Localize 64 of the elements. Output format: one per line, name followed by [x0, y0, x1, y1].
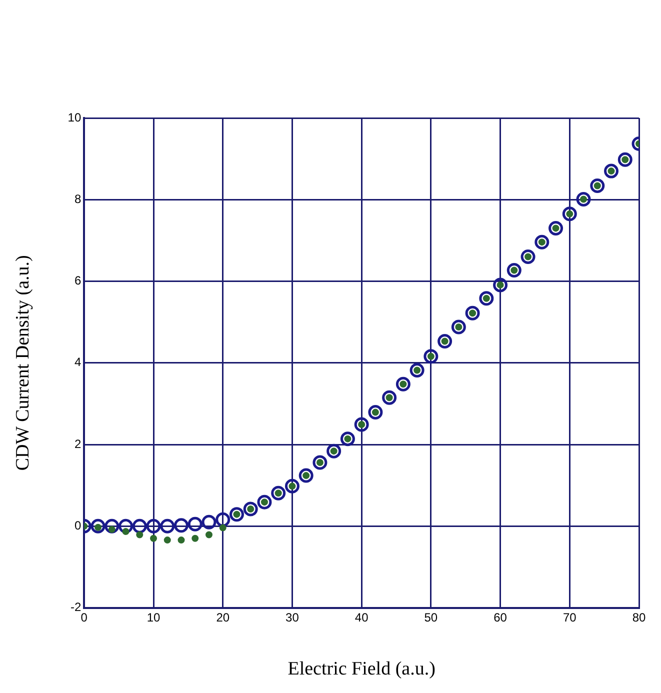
point: [396, 376, 410, 392]
y-tick-label: 0: [74, 518, 82, 532]
point: [618, 152, 632, 167]
point: [382, 390, 397, 405]
point: [604, 164, 619, 178]
x-tick-label: 70: [562, 610, 577, 624]
point: [202, 514, 216, 530]
point: [146, 518, 161, 534]
point: [312, 455, 328, 470]
point: [479, 291, 494, 306]
point: [118, 518, 134, 534]
point: [90, 518, 106, 534]
y-tick-label: 4: [74, 355, 82, 370]
point: [354, 417, 369, 432]
y-tick-label: 6: [74, 274, 82, 288]
point: [219, 524, 226, 532]
point: [326, 444, 342, 458]
point: [132, 518, 147, 534]
point: [340, 432, 355, 446]
point: [493, 278, 508, 292]
x-tick-label: 30: [286, 610, 300, 624]
y-tick-label: 8: [74, 192, 82, 206]
point: [438, 334, 452, 349]
x-tick-label: 60: [494, 610, 508, 624]
point: [534, 234, 550, 250]
point: [465, 306, 480, 320]
point: [150, 534, 158, 542]
point: [424, 349, 438, 364]
point: [188, 516, 202, 532]
point: [178, 536, 185, 544]
point: [298, 468, 314, 483]
point: [174, 518, 188, 533]
point: [122, 528, 130, 535]
x-axis-title: Electric Field (a.u.): [288, 658, 436, 680]
point: [520, 250, 536, 264]
point: [451, 320, 466, 334]
point: [410, 362, 424, 378]
point: [104, 518, 120, 534]
x-tick-label: 50: [424, 610, 438, 624]
point: [368, 405, 383, 420]
point: [229, 507, 244, 522]
point: [506, 262, 522, 278]
point: [271, 486, 286, 500]
point: [136, 531, 144, 538]
point: [243, 502, 258, 516]
x-tick-label: 40: [354, 610, 369, 624]
point: [284, 478, 300, 494]
point: [216, 512, 230, 527]
point: [164, 536, 171, 544]
y-tick-label: 2: [74, 436, 82, 451]
point: [548, 220, 564, 236]
x-tick-label: 80: [632, 610, 646, 624]
point: [576, 192, 591, 206]
point: [257, 494, 272, 510]
point: [590, 178, 605, 194]
point: [205, 531, 212, 538]
y-tick-label: 10: [68, 110, 82, 124]
y-axis-title: CDW Current Density (a.u.): [12, 255, 34, 471]
point: [160, 518, 175, 534]
x-tick-label: 20: [216, 610, 230, 624]
point: [562, 206, 577, 222]
point: [192, 534, 199, 542]
x-tick-label: 10: [146, 610, 160, 624]
y-tick-label: -2: [70, 600, 82, 614]
